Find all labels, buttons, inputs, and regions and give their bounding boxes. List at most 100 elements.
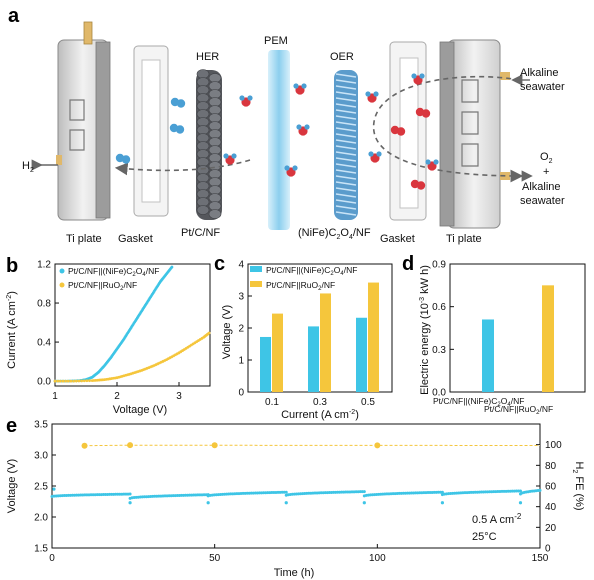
anode-spike [335, 127, 357, 132]
panel-letter-e: e [6, 415, 17, 437]
e-ytick-right-label: 0 [545, 544, 551, 555]
label-ti-plate-left: Ti plate [66, 233, 102, 245]
c-legend: Pt/C/NF||(NiFe)C2O4/NF Pt/C/NF||RuO2/NF [250, 265, 357, 292]
cathode-bead [208, 129, 222, 139]
panel-a-schematic: a [8, 5, 565, 245]
b-point-ruo2 [72, 379, 75, 383]
d-category-2: Pt/C/NF||RuO2/NF [484, 404, 553, 416]
e-voltage-point [128, 492, 132, 496]
e-xlabel: Time (h) [274, 567, 315, 579]
c-bar-nife [356, 317, 367, 392]
b-xtick-label: 3 [176, 391, 182, 402]
ti-plate-right [439, 39, 510, 229]
cathode-bead [196, 157, 210, 167]
cathode-bead [196, 165, 210, 175]
water-molecule [376, 151, 382, 157]
b-ytick-label: 0.0 [37, 377, 51, 388]
anode-spike [335, 157, 357, 162]
label-outlet-o2: O2 [540, 151, 553, 165]
e-xtick-label: 0 [49, 553, 55, 564]
cathode-bead [208, 81, 222, 91]
c-ylabel: Voltage (V) [221, 305, 233, 359]
b-point-ruo2 [53, 379, 57, 383]
b-point-ruo2 [64, 379, 68, 383]
d-ylabel: Electric energy (10-3 kW h) [419, 265, 431, 395]
cathode-bead [208, 89, 222, 99]
label-anode: (NiFe)C2O4/NF [298, 227, 371, 241]
anode-spike [335, 205, 357, 210]
e-voltage-point [284, 490, 288, 494]
e-fe-point [81, 442, 88, 449]
c-xtick-label: 0.1 [265, 397, 279, 408]
e-voltage-dip [518, 501, 523, 505]
c-xtick-label: 0.5 [361, 397, 375, 408]
label-inlet-2: seawater [520, 81, 565, 93]
c-legend-1: Pt/C/NF||(NiFe)C2O4/NF [266, 265, 357, 277]
cathode-bead [196, 117, 210, 127]
b-point-ruo2 [69, 379, 73, 383]
cathode-bead [208, 185, 222, 195]
b-xlabel: Voltage (V) [113, 404, 167, 416]
label-outlet-2: seawater [520, 195, 565, 207]
b-ytick-label: 0.4 [37, 338, 51, 349]
anode-spike [335, 211, 357, 216]
cathode-bead [208, 121, 222, 131]
cathode-bead [196, 93, 210, 103]
c-ytick-label: 2 [238, 324, 244, 335]
e-annotation-current: 0.5 A cm-2 [472, 512, 522, 526]
anode-electrode [334, 70, 358, 220]
panel-letter-c: c [214, 253, 225, 275]
gasket-right [389, 41, 427, 221]
plot-c-area: 0 1 2 3 4 0.1 0.3 0.5 [238, 260, 393, 408]
e-frame [51, 423, 541, 549]
c-ytick-label: 0 [238, 388, 244, 399]
o2-molecule [416, 181, 426, 190]
cathode-bead [196, 205, 210, 215]
b-point-ruo2 [80, 379, 83, 383]
b-ylabel: Current (A cm-2) [6, 291, 18, 369]
b-ytick-label: 0.8 [37, 299, 51, 310]
anode-spike [335, 139, 357, 144]
cathode-bead [208, 113, 222, 123]
cathode-bead [196, 197, 210, 207]
cathode-bead [196, 125, 210, 135]
d-ytick-label: 0.0 [432, 388, 446, 399]
cathode-bead [196, 85, 210, 95]
c-xtick-label: 0.3 [313, 397, 327, 408]
e-voltage-point [538, 488, 542, 492]
label-outlet-1: Alkaline [522, 181, 561, 193]
c-ytick-label: 3 [238, 292, 244, 303]
panel-c-cell-voltage: c 0 1 2 3 4 0.1 0.3 0.5 Current (A cm-2) Voltag… [214, 253, 393, 421]
pem-membrane [268, 50, 290, 230]
anode-spike [335, 181, 357, 186]
e-voltage-dip [362, 501, 366, 505]
d-category-1: Pt/C/NF||(NiFe)C2O4/NF [433, 396, 524, 408]
d-ytick-label: 0.9 [432, 260, 446, 271]
cathode-bead [196, 173, 210, 183]
e-fe-line [84, 444, 541, 447]
label-outlet-plus: + [543, 166, 549, 178]
cathode-bead [208, 97, 222, 107]
water-molecule [419, 73, 425, 79]
d-ytick-label: 0.6 [432, 302, 446, 313]
c-ytick-label: 1 [238, 356, 244, 367]
label-gasket-right: Gasket [380, 233, 415, 245]
label-pem: PEM [264, 35, 288, 47]
c-xlabel: Current (A cm-2) [281, 409, 359, 421]
e-ytick-right-label: 40 [545, 502, 557, 513]
e-ytick-label: 1.5 [34, 544, 48, 555]
b-point-ruo2 [61, 379, 65, 383]
inlet-rod [500, 72, 510, 80]
o2-molecule [396, 127, 406, 136]
anode-spike [335, 145, 357, 150]
cathode-bead [208, 201, 222, 211]
e-ytick-right-label: 60 [545, 482, 557, 493]
anode-spike [335, 169, 357, 174]
plot-d-area: 0.0 0.3 0.6 0.9 [432, 260, 586, 399]
cathode-bead [196, 69, 210, 79]
e-ytick-label: 3.5 [34, 420, 48, 431]
e-ytick-right-label: 20 [545, 523, 557, 534]
anode-spike [335, 175, 357, 180]
water-molecule [304, 124, 310, 130]
d-bar-1 [482, 319, 494, 392]
